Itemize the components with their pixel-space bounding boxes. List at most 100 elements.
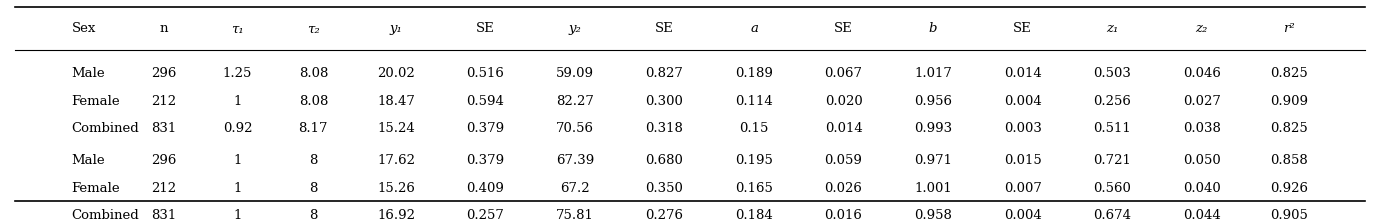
Text: SE: SE [834,22,853,35]
Text: 0.014: 0.014 [1003,67,1042,80]
Text: 59.09: 59.09 [556,67,593,80]
Text: z₂: z₂ [1195,22,1208,35]
Text: 0.350: 0.350 [646,182,683,195]
Text: 0.026: 0.026 [825,182,862,195]
Text: 0.038: 0.038 [1183,122,1220,135]
Text: 0.015: 0.015 [1003,155,1042,167]
Text: 0.15: 0.15 [740,122,769,135]
Text: 0.114: 0.114 [736,95,773,107]
Text: 0.92: 0.92 [222,122,253,135]
Text: 0.165: 0.165 [736,182,773,195]
Text: 8: 8 [309,182,317,195]
Text: 0.003: 0.003 [1003,122,1042,135]
Text: 0.256: 0.256 [1093,95,1132,107]
Text: 0.825: 0.825 [1270,122,1308,135]
Text: 75.81: 75.81 [556,209,593,222]
Text: 82.27: 82.27 [556,95,593,107]
Text: 1: 1 [233,155,242,167]
Text: 0.594: 0.594 [466,95,505,107]
Text: n: n [160,22,168,35]
Text: 0.926: 0.926 [1270,182,1308,195]
Text: 0.046: 0.046 [1183,67,1220,80]
Text: 1: 1 [233,209,242,222]
Text: 70.56: 70.56 [556,122,593,135]
Text: 0.050: 0.050 [1183,155,1220,167]
Text: 0.016: 0.016 [825,209,862,222]
Text: 831: 831 [152,209,177,222]
Text: 0.276: 0.276 [646,209,683,222]
Text: 0.503: 0.503 [1093,67,1132,80]
Text: 0.318: 0.318 [646,122,683,135]
Text: 0.007: 0.007 [1003,182,1042,195]
Text: 0.067: 0.067 [825,67,862,80]
Text: 0.027: 0.027 [1183,95,1220,107]
Text: 296: 296 [152,155,177,167]
Text: 1: 1 [233,182,242,195]
Text: 0.379: 0.379 [466,122,505,135]
Text: b: b [929,22,937,35]
Text: 0.184: 0.184 [736,209,773,222]
Text: 0.858: 0.858 [1270,155,1308,167]
Text: y₁: y₁ [389,22,403,35]
Text: 0.195: 0.195 [736,155,773,167]
Text: 0.044: 0.044 [1183,209,1220,222]
Text: 0.004: 0.004 [1003,209,1042,222]
Text: Male: Male [72,67,105,80]
Text: Female: Female [72,95,120,107]
Text: 0.020: 0.020 [825,95,862,107]
Text: 8.08: 8.08 [298,95,328,107]
Text: 0.721: 0.721 [1093,155,1132,167]
Text: 0.909: 0.909 [1270,95,1308,107]
Text: z₁: z₁ [1105,22,1118,35]
Text: 18.47: 18.47 [377,95,415,107]
Text: 8.08: 8.08 [298,67,328,80]
Text: 0.257: 0.257 [466,209,505,222]
Text: 0.516: 0.516 [466,67,505,80]
Text: 0.560: 0.560 [1093,182,1132,195]
Text: 1.001: 1.001 [914,182,952,195]
Text: y₂: y₂ [569,22,581,35]
Text: 0.409: 0.409 [466,182,505,195]
Text: 0.674: 0.674 [1093,209,1132,222]
Text: SE: SE [476,22,495,35]
Text: 8: 8 [309,155,317,167]
Text: 0.971: 0.971 [914,155,952,167]
Text: a: a [751,22,758,35]
Text: 8: 8 [309,209,317,222]
Text: 0.680: 0.680 [646,155,683,167]
Text: SE: SE [656,22,673,35]
Text: 1: 1 [233,95,242,107]
Text: 15.24: 15.24 [377,122,415,135]
Text: 0.956: 0.956 [914,95,952,107]
Text: r²: r² [1283,22,1294,35]
Text: 0.004: 0.004 [1003,95,1042,107]
Text: Male: Male [72,155,105,167]
Text: 0.825: 0.825 [1270,67,1308,80]
Text: 0.993: 0.993 [914,122,952,135]
Text: Combined: Combined [72,122,139,135]
Text: 0.040: 0.040 [1183,182,1220,195]
Text: 0.059: 0.059 [825,155,862,167]
Text: 15.26: 15.26 [377,182,415,195]
Text: Female: Female [72,182,120,195]
Text: SE: SE [1013,22,1032,35]
Text: 0.827: 0.827 [646,67,683,80]
Text: τ₁: τ₁ [232,22,244,35]
Text: 67.39: 67.39 [556,155,595,167]
Text: 296: 296 [152,67,177,80]
Text: 20.02: 20.02 [377,67,415,80]
Text: 0.511: 0.511 [1093,122,1132,135]
Text: 0.014: 0.014 [825,122,862,135]
Text: τ₂: τ₂ [306,22,320,35]
Text: 831: 831 [152,122,177,135]
Text: 0.300: 0.300 [646,95,683,107]
Text: Sex: Sex [72,22,97,35]
Text: 8.17: 8.17 [298,122,328,135]
Text: 0.905: 0.905 [1270,209,1308,222]
Text: 16.92: 16.92 [377,209,415,222]
Text: 0.958: 0.958 [914,209,952,222]
Text: 212: 212 [152,95,177,107]
Text: 0.379: 0.379 [466,155,505,167]
Text: Combined: Combined [72,209,139,222]
Text: 212: 212 [152,182,177,195]
